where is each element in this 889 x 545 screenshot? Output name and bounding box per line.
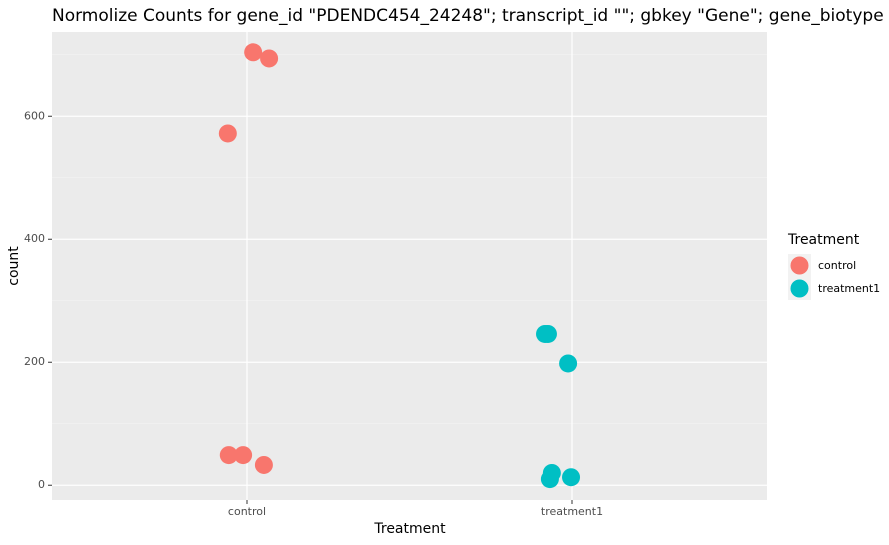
x-tick-label: control xyxy=(228,505,266,518)
panel xyxy=(52,32,767,500)
legend-key xyxy=(790,279,809,298)
point xyxy=(219,446,238,465)
x-axis-label: Treatment xyxy=(373,521,446,537)
point xyxy=(244,43,263,62)
point xyxy=(254,455,273,474)
y-tick-label: 600 xyxy=(24,109,45,122)
point xyxy=(559,354,578,373)
legend-title: Treatment xyxy=(787,232,860,248)
chart-title: Normolize Counts for gene_id "PDENDC454_… xyxy=(52,6,889,26)
y-tick-label: 400 xyxy=(24,232,45,245)
point xyxy=(540,470,559,489)
point xyxy=(538,324,557,343)
legend-label: control xyxy=(818,259,856,272)
point xyxy=(218,124,237,143)
point xyxy=(260,49,279,68)
x-tick-label: treatment1 xyxy=(541,505,603,518)
legend-label: treatment1 xyxy=(818,282,880,295)
point xyxy=(234,446,253,465)
y-tick-label: 0 xyxy=(38,478,45,491)
legend-key xyxy=(790,256,809,275)
y-tick-label: 200 xyxy=(24,355,45,368)
point xyxy=(562,468,581,487)
y-axis-label: count xyxy=(6,246,22,286)
